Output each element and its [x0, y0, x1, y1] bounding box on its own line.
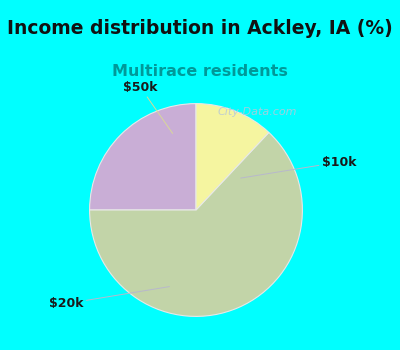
Wedge shape: [196, 104, 269, 210]
Wedge shape: [90, 132, 302, 316]
Text: $20k: $20k: [49, 287, 170, 310]
Text: City-Data.com: City-Data.com: [218, 107, 297, 117]
Text: $10k: $10k: [241, 156, 356, 178]
Text: Multirace residents: Multirace residents: [112, 64, 288, 79]
Wedge shape: [90, 104, 196, 210]
Text: Income distribution in Ackley, IA (%): Income distribution in Ackley, IA (%): [7, 19, 393, 37]
Text: $50k: $50k: [124, 81, 172, 133]
